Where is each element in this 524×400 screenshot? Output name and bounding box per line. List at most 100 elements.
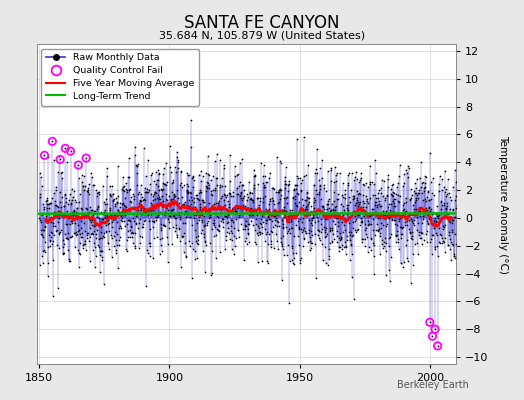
Point (52, 187, 60, 193)
Point (259, 195, 267, 202)
Point (411, 199, 419, 205)
Point (417, 159, 425, 165)
Point (89, 247, 97, 253)
Point (66, 191, 74, 198)
Point (169, 179, 177, 186)
Point (79, 183, 87, 189)
Point (91, 208, 100, 214)
Point (356, 222, 364, 228)
Point (169, 224, 177, 230)
Point (398, 207, 407, 214)
Point (302, 204, 310, 210)
Point (367, 220, 375, 227)
Point (405, 226, 413, 232)
Point (320, 224, 329, 230)
Point (230, 250, 238, 257)
Point (424, 187, 432, 194)
Point (246, 206, 254, 212)
Point (171, 228, 179, 234)
Point (192, 195, 201, 201)
Point (51, 212, 59, 218)
Point (351, 174, 359, 180)
Point (271, 215, 280, 221)
Point (99, 215, 107, 222)
Point (131, 152, 139, 158)
Point (446, 206, 454, 213)
Point (208, 192, 216, 198)
Point (293, 182, 301, 188)
Point (127, 224, 136, 230)
Point (198, 227, 206, 234)
Point (452, 179, 461, 185)
Point (145, 239, 153, 246)
Point (324, 253, 333, 259)
Point (117, 225, 125, 232)
Point (432, 218, 440, 224)
Point (334, 214, 342, 221)
Point (85, 191, 93, 197)
Point (246, 211, 254, 217)
Point (89, 212, 97, 218)
Point (330, 212, 338, 218)
Point (256, 220, 265, 226)
Point (213, 226, 221, 232)
Point (204, 185, 213, 192)
Point (100, 199, 108, 205)
Point (143, 206, 151, 213)
Point (324, 262, 333, 268)
Point (47, 200, 56, 207)
Point (116, 210, 124, 216)
Point (325, 224, 334, 231)
Point (68, 186, 77, 192)
Point (334, 196, 343, 203)
Point (260, 184, 269, 190)
Point (369, 271, 378, 277)
Point (95, 236, 103, 242)
Point (218, 206, 226, 212)
Point (443, 203, 451, 210)
Point (449, 216, 457, 223)
Point (57, 210, 66, 217)
Point (298, 176, 307, 183)
Point (425, 204, 433, 210)
Point (215, 182, 224, 188)
Point (435, 239, 443, 245)
Point (419, 210, 428, 216)
Point (67, 234, 75, 240)
Point (445, 214, 454, 221)
Point (93, 242, 102, 248)
Point (75, 191, 84, 197)
Point (253, 230, 261, 236)
Point (93, 213, 101, 220)
Point (43, 244, 52, 250)
Point (119, 218, 128, 224)
Point (58, 194, 66, 200)
Point (248, 196, 256, 203)
Point (136, 198, 145, 204)
Point (136, 240, 144, 246)
Point (297, 187, 305, 194)
Point (177, 180, 185, 186)
Point (129, 211, 138, 218)
Point (414, 195, 422, 201)
Point (453, 214, 462, 220)
Point (239, 195, 247, 202)
Point (398, 210, 406, 217)
Point (179, 202, 188, 208)
Point (452, 205, 460, 212)
Point (187, 190, 195, 196)
Point (134, 191, 142, 197)
Point (263, 229, 271, 236)
Point (215, 222, 224, 229)
Point (224, 212, 232, 218)
Point (322, 188, 331, 194)
Point (180, 198, 189, 205)
Point (304, 226, 313, 233)
Point (136, 232, 145, 239)
Point (57, 204, 66, 210)
Point (188, 240, 196, 247)
Point (126, 226, 134, 233)
Point (227, 216, 235, 223)
Point (452, 193, 460, 200)
Point (319, 256, 328, 263)
